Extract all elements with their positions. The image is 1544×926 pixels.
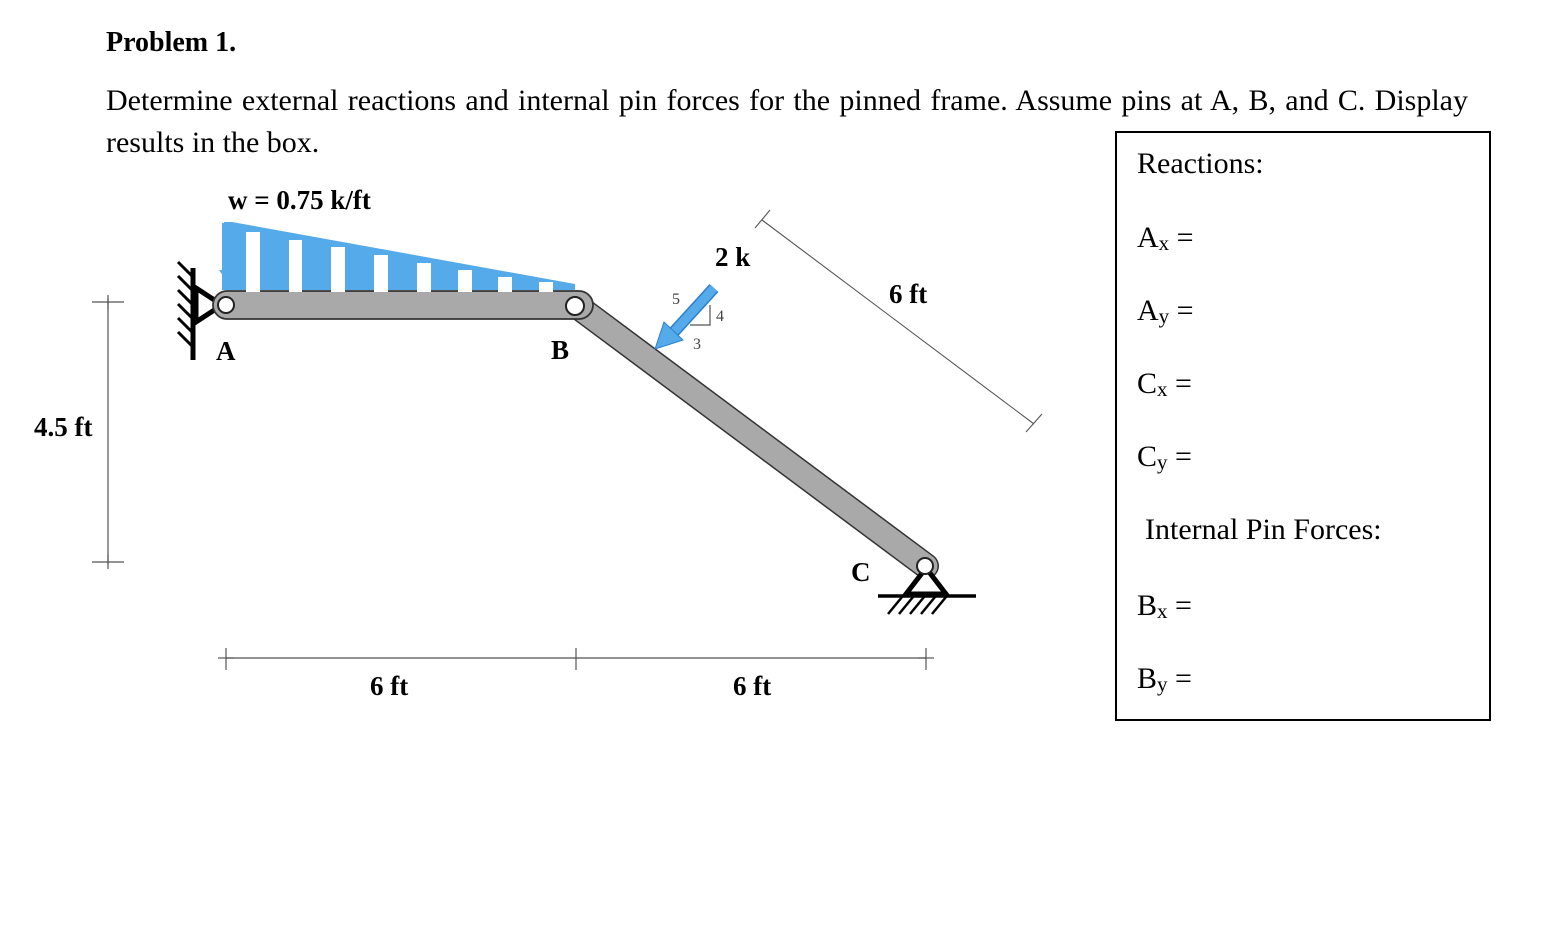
span-ab-label: 6 ft (370, 671, 408, 701)
slope-hyp-label: 5 (672, 291, 680, 308)
span-dimension (218, 648, 934, 670)
problem-description: Determine external reactions and interna… (106, 84, 1468, 159)
pin-a (217, 296, 235, 314)
member-ab (212, 290, 594, 320)
height-dimension (92, 295, 124, 569)
distributed-load (219, 222, 575, 292)
pin-a-label: A (216, 336, 236, 366)
pin-c-label: C (851, 557, 871, 587)
point-load-label: 2 k (715, 242, 750, 272)
slope-run-label: 3 (693, 336, 701, 353)
reaction-cy[interactable]: Cy = (1137, 440, 1192, 474)
reaction-ax[interactable]: Ax = (1137, 221, 1194, 255)
problem-title: Problem 1. (106, 27, 237, 58)
reaction-cx[interactable]: Cx = (1137, 367, 1192, 401)
reactions-heading: Reactions: (1137, 147, 1264, 180)
pin-support-c (878, 563, 976, 615)
pin-b-label: B (551, 335, 569, 365)
height-dim-label: 4.5 ft (34, 412, 92, 442)
point-load (654, 283, 719, 350)
internal-forces-heading: Internal Pin Forces: (1145, 513, 1382, 546)
results-box: Reactions: Ax = Ay = Cx = Cy = Internal … (1115, 131, 1491, 721)
pin-c (916, 557, 934, 575)
slope-rise-label: 4 (716, 308, 724, 325)
internal-bx[interactable]: Bx = (1137, 589, 1192, 623)
internal-by[interactable]: By = (1137, 662, 1192, 696)
wall-support-a (176, 260, 227, 360)
span-bc-label: 6 ft (733, 671, 771, 701)
pin-b (565, 296, 585, 316)
member-bc-label: 6 ft (889, 279, 927, 309)
distributed-load-label: w = 0.75 k/ft (228, 185, 371, 215)
reaction-ay[interactable]: Ay = (1137, 294, 1194, 328)
member-bc-dimension (754, 209, 1043, 433)
slope-triangle (690, 305, 711, 326)
